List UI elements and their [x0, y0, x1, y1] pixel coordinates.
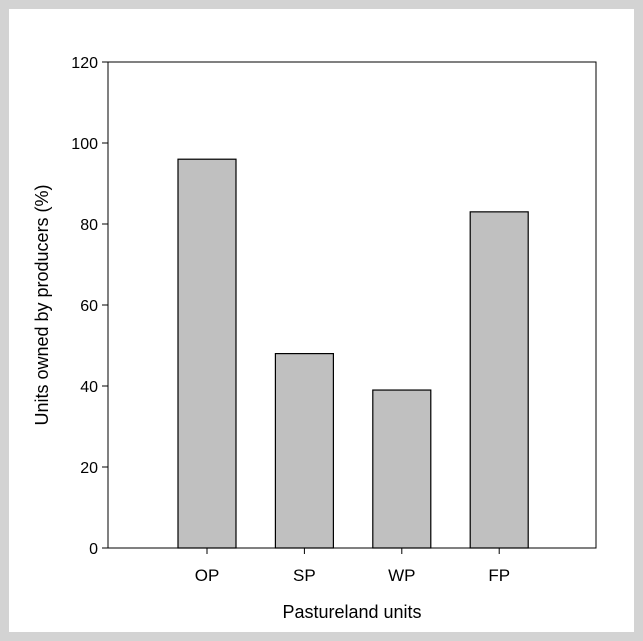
- bar-wp: [372, 389, 432, 549]
- y-tick-label: 80: [80, 217, 98, 234]
- y-axis-label: Units owned by producers (%): [32, 184, 52, 425]
- y-tick-label: 20: [80, 460, 98, 477]
- y-tick-label: 120: [71, 55, 98, 72]
- y-tick-label: 60: [80, 298, 98, 315]
- x-tick-label-sp: SP: [293, 566, 316, 585]
- bar-op: [177, 158, 237, 549]
- y-tick-label: 40: [80, 379, 98, 396]
- y-tick-label: 100: [71, 136, 98, 153]
- x-axis-label: Pastureland units: [282, 602, 421, 622]
- y-axis-ticks: 0 20 40 60 80 100 120: [71, 55, 108, 558]
- x-axis-tick-labels: OP SP WP FP: [195, 548, 510, 585]
- bar-fp: [469, 211, 529, 549]
- y-tick-label: 0: [89, 541, 98, 558]
- bars: [177, 158, 529, 549]
- x-tick-label-wp: WP: [388, 566, 415, 585]
- x-tick-label-fp: FP: [488, 566, 510, 585]
- x-tick-label-op: OP: [195, 566, 220, 585]
- bar-sp: [274, 353, 334, 549]
